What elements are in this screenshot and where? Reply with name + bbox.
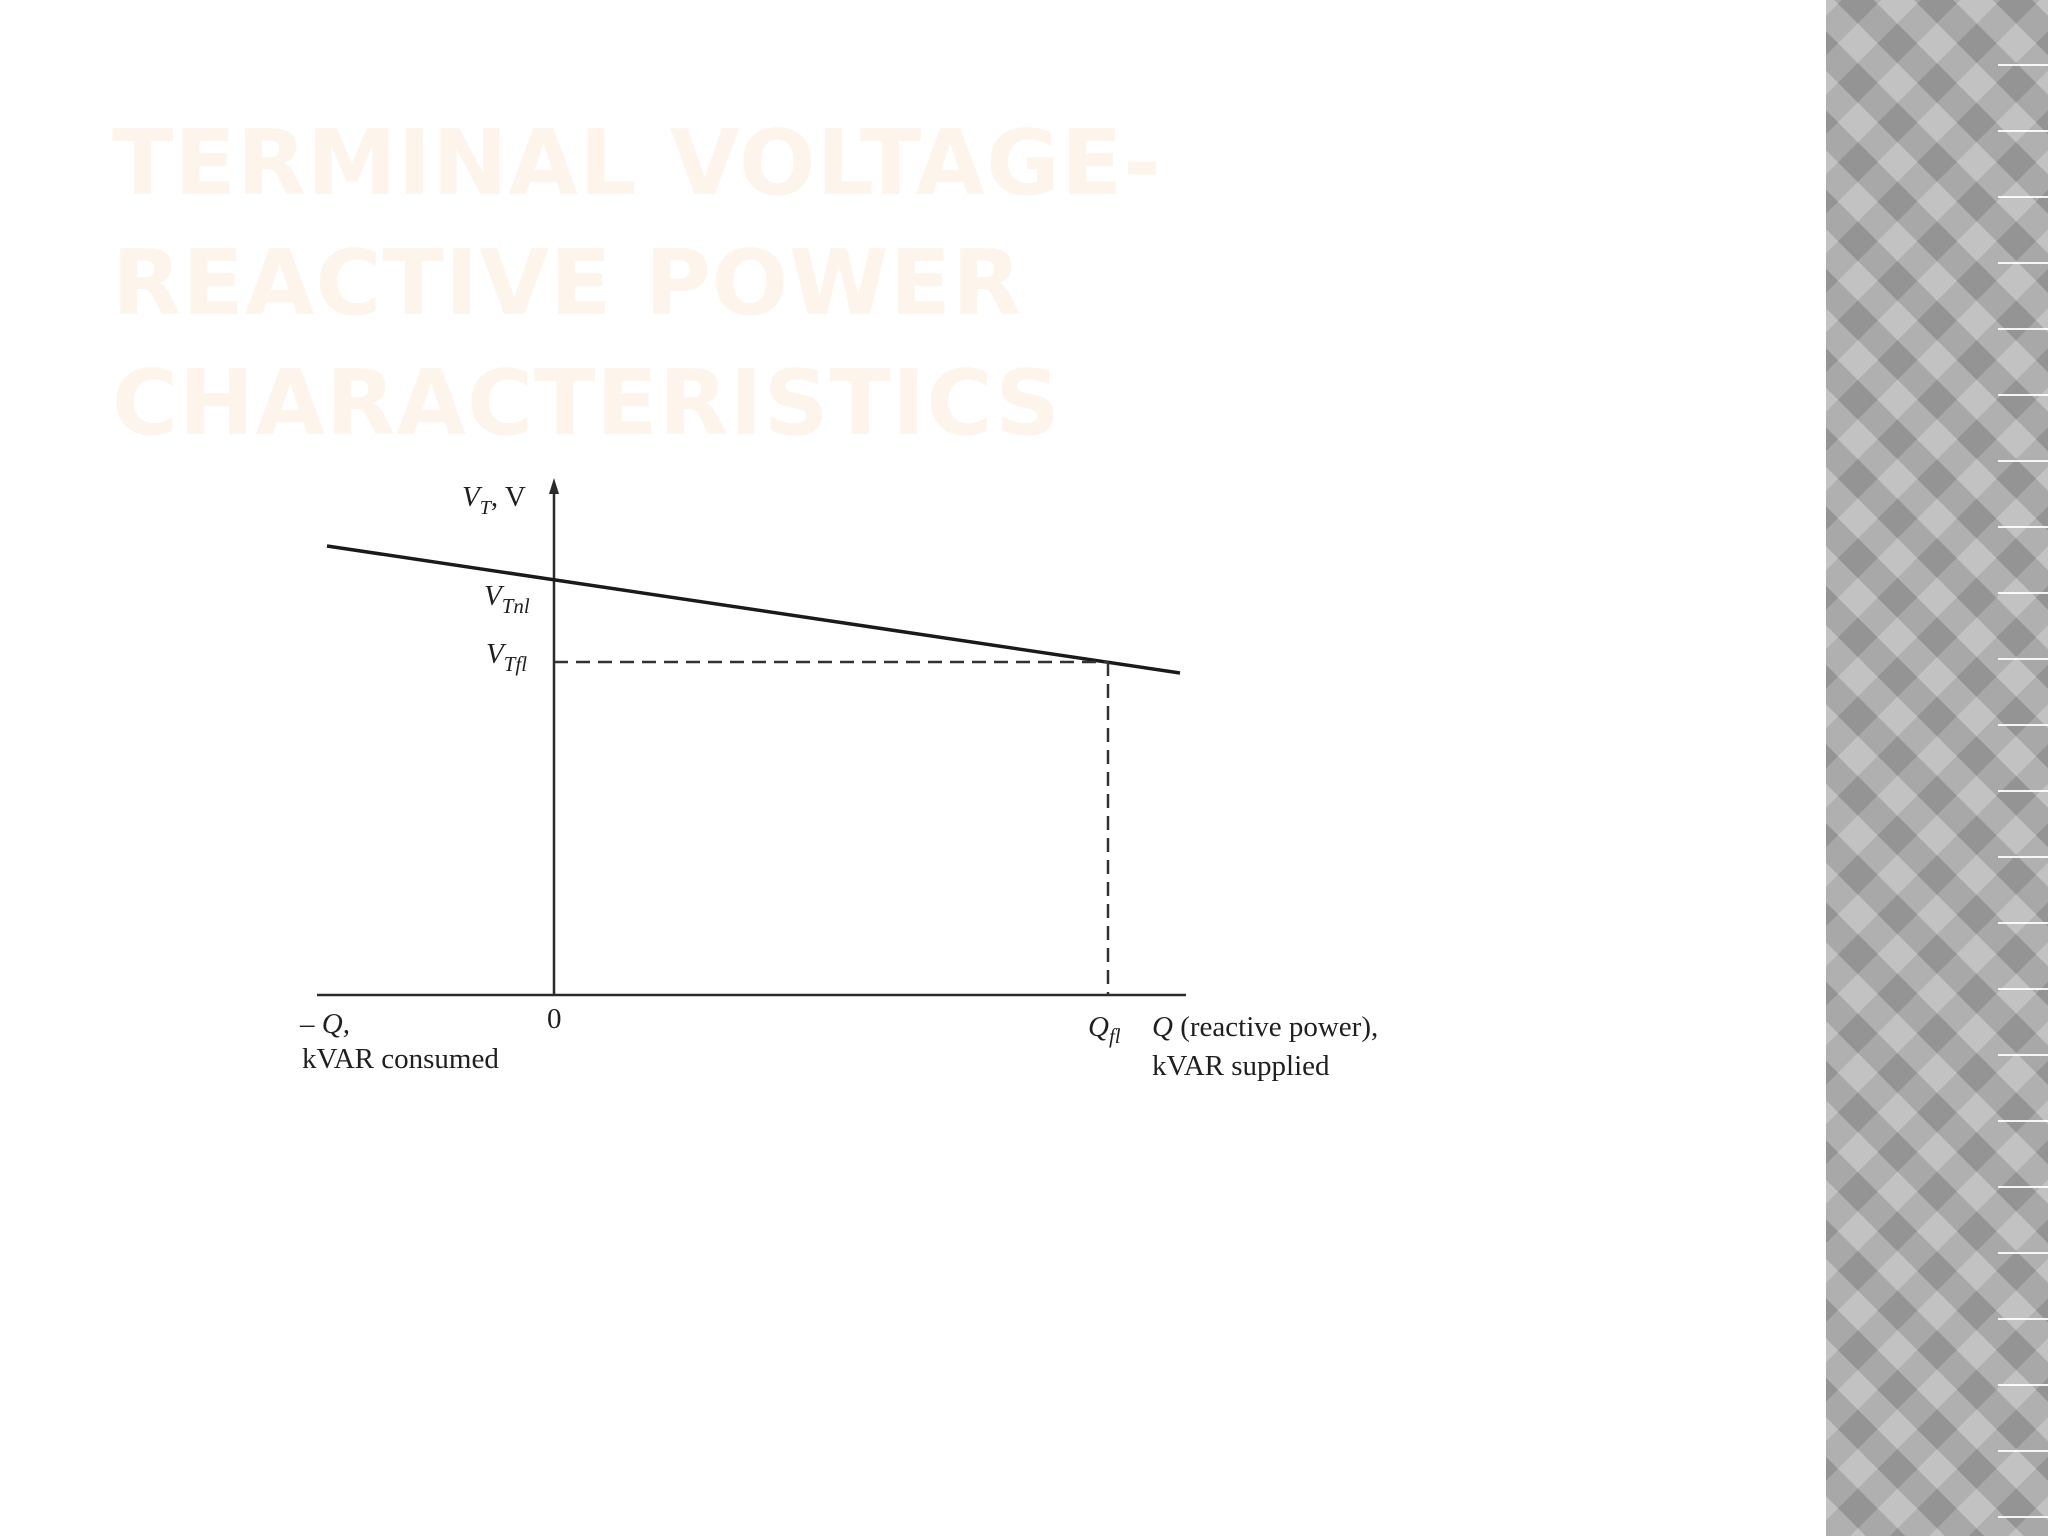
- kvar-consumed-caption: kVAR consumed: [302, 1043, 499, 1075]
- side-band-ticks: [1998, 0, 2048, 1536]
- full-load-voltage-label: VTfl: [486, 638, 527, 676]
- y-axis-label: VT, V: [462, 481, 526, 519]
- v-axis-arrowhead: [549, 478, 559, 494]
- slide-title: TERMINAL VOLTAGE- REACTIVE POWER CHARACT…: [112, 111, 1162, 456]
- decorative-side-band: [1826, 0, 2048, 1536]
- no-load-voltage-label: VTnl: [484, 580, 530, 618]
- negative-q-label: – Q,: [299, 1008, 350, 1040]
- positive-q-axis-label: Q (reactive power),: [1152, 1011, 1378, 1043]
- characteristic-line: [326, 544, 1181, 675]
- full-load-q-label: Qfl: [1088, 1011, 1121, 1048]
- kvar-supplied-caption: kVAR supplied: [1152, 1050, 1330, 1082]
- origin-label: 0: [547, 1003, 562, 1035]
